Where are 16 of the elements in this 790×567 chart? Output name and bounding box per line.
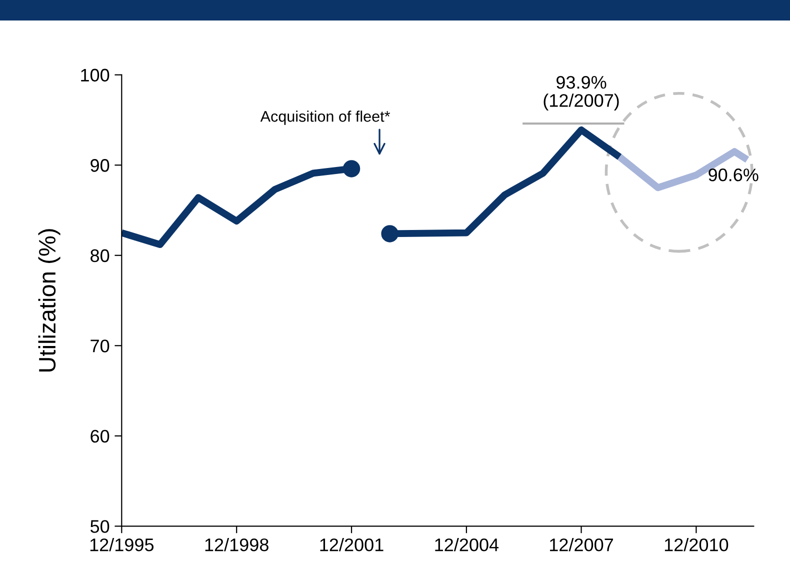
y-tick-label: 50 xyxy=(90,520,110,533)
y-tick-label: 80 xyxy=(90,249,110,262)
x-tick-label: 12/1995 xyxy=(90,538,154,552)
annotation: 90.6% xyxy=(708,168,758,182)
x-tick-label: 12/2007 xyxy=(550,538,613,552)
x-tick-label: 12/2010 xyxy=(664,538,728,552)
y-tick-label: 70 xyxy=(90,340,110,352)
annotation: Acquisition of fleet* xyxy=(260,110,390,125)
x-tick-label: 12/1998 xyxy=(205,538,268,552)
x-tick-label: 12/2004 xyxy=(435,538,499,552)
y-tick-label: 60 xyxy=(90,430,110,443)
y-tick-label: 90 xyxy=(90,159,110,172)
x-tick-label: 12/2001 xyxy=(320,538,384,552)
y-axis-title: Utilization (%) xyxy=(38,229,60,372)
annotation: 93.9% (12/2007) xyxy=(544,76,619,110)
y-tick-label: 100 xyxy=(81,68,110,82)
